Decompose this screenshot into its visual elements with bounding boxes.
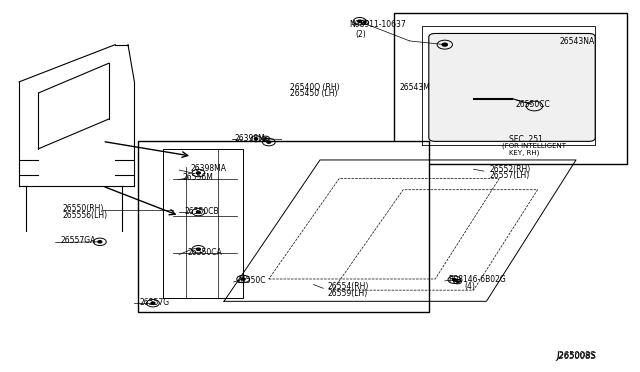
Text: 26550CA: 26550CA	[188, 248, 222, 257]
Circle shape	[442, 43, 447, 46]
Text: 26550(RH): 26550(RH)	[63, 204, 104, 213]
Text: 26550C: 26550C	[237, 276, 266, 285]
Text: (2): (2)	[355, 30, 366, 39]
Circle shape	[151, 302, 155, 304]
Circle shape	[456, 281, 459, 282]
Text: KEY, RH): KEY, RH)	[509, 150, 539, 156]
Text: (4): (4)	[464, 282, 475, 291]
Text: 26554(RH): 26554(RH)	[328, 282, 369, 291]
Text: SEC. 251: SEC. 251	[509, 135, 543, 144]
Text: 26556M: 26556M	[182, 173, 213, 182]
Text: 26557G: 26557G	[140, 298, 170, 307]
Circle shape	[255, 138, 257, 140]
Circle shape	[358, 20, 362, 22]
Bar	[394, 13, 627, 164]
Text: 26550CC: 26550CC	[515, 100, 550, 109]
Circle shape	[196, 248, 200, 250]
Text: R08146-6B02G: R08146-6B02G	[448, 275, 506, 284]
Circle shape	[267, 141, 271, 143]
FancyBboxPatch shape	[429, 33, 595, 141]
Text: 26557GA: 26557GA	[61, 236, 96, 245]
Circle shape	[196, 172, 200, 174]
Circle shape	[241, 278, 245, 280]
Text: J265008S: J265008S	[557, 351, 596, 360]
Text: N08911-10637: N08911-10637	[349, 20, 406, 29]
Bar	[138, 141, 429, 312]
Text: 26559(LH): 26559(LH)	[328, 289, 368, 298]
Circle shape	[264, 138, 267, 139]
Text: 26552(RH): 26552(RH)	[490, 165, 531, 174]
Text: 26557(LH): 26557(LH)	[490, 171, 530, 180]
Text: 26398MA: 26398MA	[191, 164, 227, 173]
Circle shape	[196, 211, 200, 213]
Text: 26550CB: 26550CB	[184, 207, 219, 216]
Text: 265450 (LH): 265450 (LH)	[290, 89, 337, 98]
Text: (FOR INTELLIGENT: (FOR INTELLIGENT	[502, 143, 566, 150]
Text: 265556(LH): 265556(LH)	[63, 211, 108, 219]
Text: 26398M: 26398M	[235, 134, 266, 143]
Text: 26540Q (RH): 26540Q (RH)	[290, 83, 340, 92]
Text: 26543NA: 26543NA	[560, 37, 595, 46]
Text: J265008S: J265008S	[557, 352, 597, 361]
Text: 26543M: 26543M	[399, 83, 430, 92]
Circle shape	[364, 22, 366, 23]
Circle shape	[452, 279, 456, 281]
Circle shape	[98, 241, 102, 243]
